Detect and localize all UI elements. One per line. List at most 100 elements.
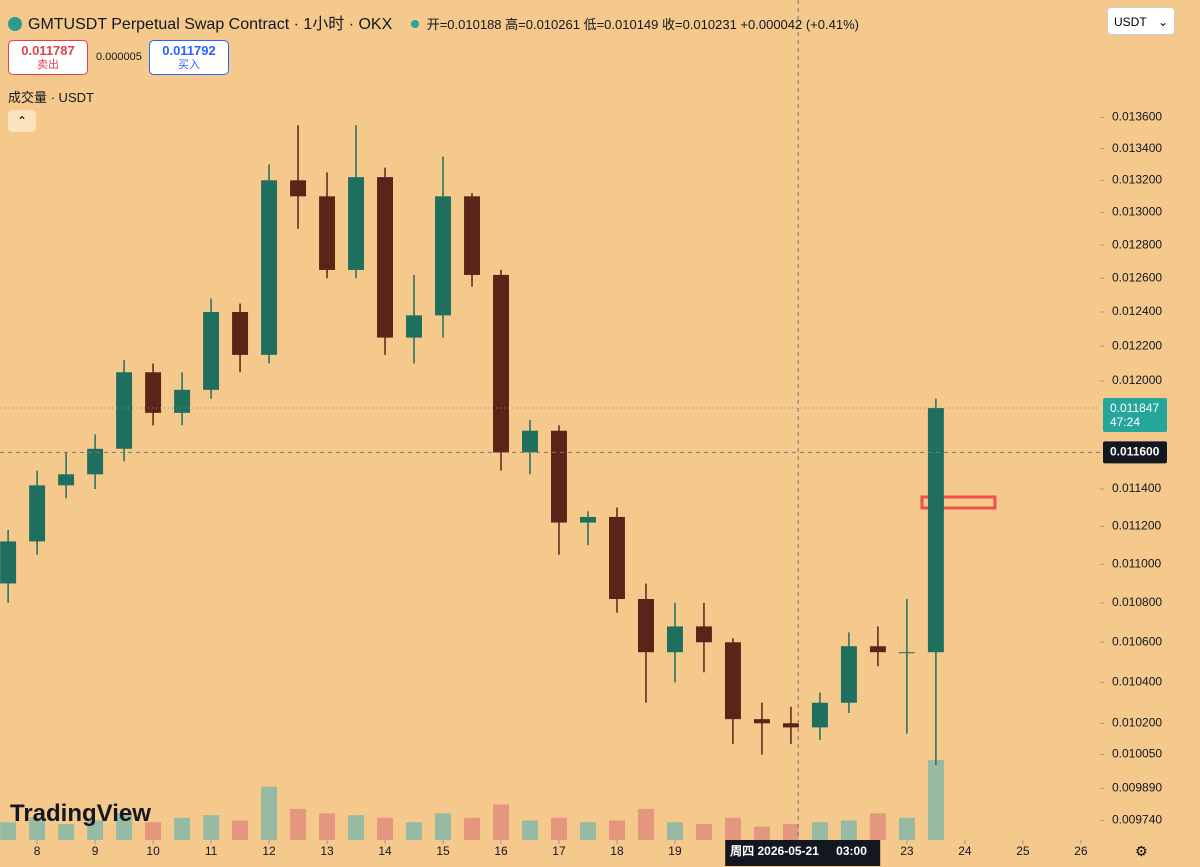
ohlc-readout: 开=0.010188 高=0.010261 低=0.010149 收=0.010…	[426, 17, 859, 32]
symbol-icon	[8, 17, 22, 31]
header: GMTUSDT Perpetual Swap Contract · 1小时 · …	[8, 10, 859, 34]
y-tick-label: 0.010050	[1112, 747, 1162, 761]
x-tick-label: 16	[494, 844, 508, 858]
x-tick-label: 18	[610, 844, 624, 858]
volume-bar	[116, 813, 133, 840]
x-tick-label: 15	[436, 844, 450, 858]
candle-body	[637, 599, 654, 653]
volume-bar	[58, 824, 75, 840]
volume-bar	[377, 817, 394, 840]
y-tick-label: 0.012400	[1112, 304, 1162, 318]
volume-bar	[811, 822, 828, 840]
candle-body	[29, 485, 46, 542]
y-tick-label: 0.011200	[1112, 518, 1161, 532]
candle-body	[0, 541, 17, 584]
logo[interactable]: TradingView	[10, 800, 151, 827]
volume-bar	[493, 804, 509, 840]
y-tick-label: 0.012600	[1112, 270, 1162, 284]
x-tick-label: 17	[552, 844, 566, 858]
highlight-box	[920, 495, 997, 510]
volume-bar	[666, 822, 683, 840]
settings-icon[interactable]: ⚙	[1135, 843, 1148, 859]
candle-body	[261, 180, 278, 355]
candle-body	[145, 372, 162, 413]
candle-body	[435, 196, 451, 316]
buy-label: 买入	[178, 59, 200, 71]
volume-bar	[348, 815, 365, 840]
candle-body	[232, 311, 249, 355]
candle-body	[869, 646, 886, 653]
volume-bar	[551, 817, 567, 840]
y-tick-label: 0.012000	[1112, 373, 1162, 387]
volume-bar	[724, 817, 741, 840]
y-tick-label: 0.013600	[1112, 110, 1162, 124]
x-tick-label: 14	[378, 844, 392, 858]
y-tick-label: 0.013200	[1112, 172, 1162, 186]
volume-label: 成交量 · USDT	[8, 90, 94, 105]
candle-body	[753, 719, 770, 724]
y-tick-label: 0.010400	[1112, 675, 1162, 689]
volume-bar	[927, 760, 944, 840]
volume-bar	[261, 786, 278, 840]
symbol-title[interactable]: GMTUSDT Perpetual Swap Contract · 1小时 · …	[28, 16, 393, 33]
candle-body	[927, 408, 944, 653]
spread: 0.000005	[96, 51, 142, 63]
last-price-label: 0.011847	[1110, 401, 1159, 415]
x-tick-label: 24	[958, 844, 972, 858]
buy-button[interactable]: 0.011792 买入	[149, 40, 229, 75]
volume-bar	[29, 817, 46, 840]
x-tick-label: 11	[205, 844, 218, 858]
volume-bar	[232, 820, 249, 840]
volume-bar	[435, 813, 451, 840]
candle-body	[522, 430, 538, 453]
volume-bar	[145, 822, 162, 840]
x-tick-label: 12	[262, 844, 276, 858]
sell-price: 0.011787	[21, 43, 75, 58]
candle-body	[782, 723, 799, 728]
volume-bar	[319, 813, 336, 840]
volume-bar	[406, 822, 422, 840]
candle-body	[116, 372, 133, 449]
volume-bar	[695, 824, 712, 840]
volume-bar	[782, 824, 799, 840]
candle-body	[174, 389, 191, 413]
candle-body	[377, 177, 394, 338]
x-tick-label: 13	[320, 844, 334, 858]
candle-body	[87, 448, 104, 475]
y-tick-label: 0.011400	[1112, 481, 1161, 495]
candle-body	[811, 702, 828, 728]
candle-body	[58, 474, 75, 486]
crosshair-date: 周四 2026-05-21	[730, 844, 819, 858]
last-price-box	[1103, 398, 1167, 433]
y-tick-label: 0.013000	[1112, 205, 1162, 219]
currency-select[interactable]: USDT ⌄	[1107, 7, 1175, 35]
y-tick-label: 0.010800	[1112, 595, 1162, 609]
sell-button[interactable]: 0.011787 卖出	[8, 40, 88, 75]
x-tick-label: 8	[34, 844, 41, 858]
candle-body	[348, 177, 365, 270]
candle-body	[203, 311, 220, 390]
candle-body	[695, 626, 712, 643]
currency-text: USDT	[1114, 15, 1147, 29]
crosshair-hour: 03:00	[836, 844, 867, 858]
y-tick-label: 0.010200	[1112, 715, 1162, 729]
candle-body	[666, 626, 683, 653]
volume-bar	[753, 826, 770, 840]
volume-bar	[174, 817, 191, 840]
candle-body	[609, 516, 625, 600]
candle-body	[464, 196, 480, 275]
y-tick-label: 0.012200	[1112, 338, 1162, 352]
y-tick-label: 0.012800	[1112, 237, 1162, 251]
y-tick-label: 0.013400	[1112, 141, 1162, 155]
candle-body	[551, 430, 567, 523]
buy-price: 0.011792	[162, 43, 216, 58]
volume-bar	[522, 820, 538, 840]
y-tick-label: 0.009890	[1112, 780, 1162, 794]
volume-bar	[840, 820, 857, 840]
y-tick-label: 0.011000	[1112, 556, 1161, 570]
collapse-button[interactable]: ⌃	[8, 110, 36, 132]
candle-body	[406, 315, 422, 338]
candle-body	[290, 180, 307, 197]
volume-bar	[0, 822, 17, 840]
